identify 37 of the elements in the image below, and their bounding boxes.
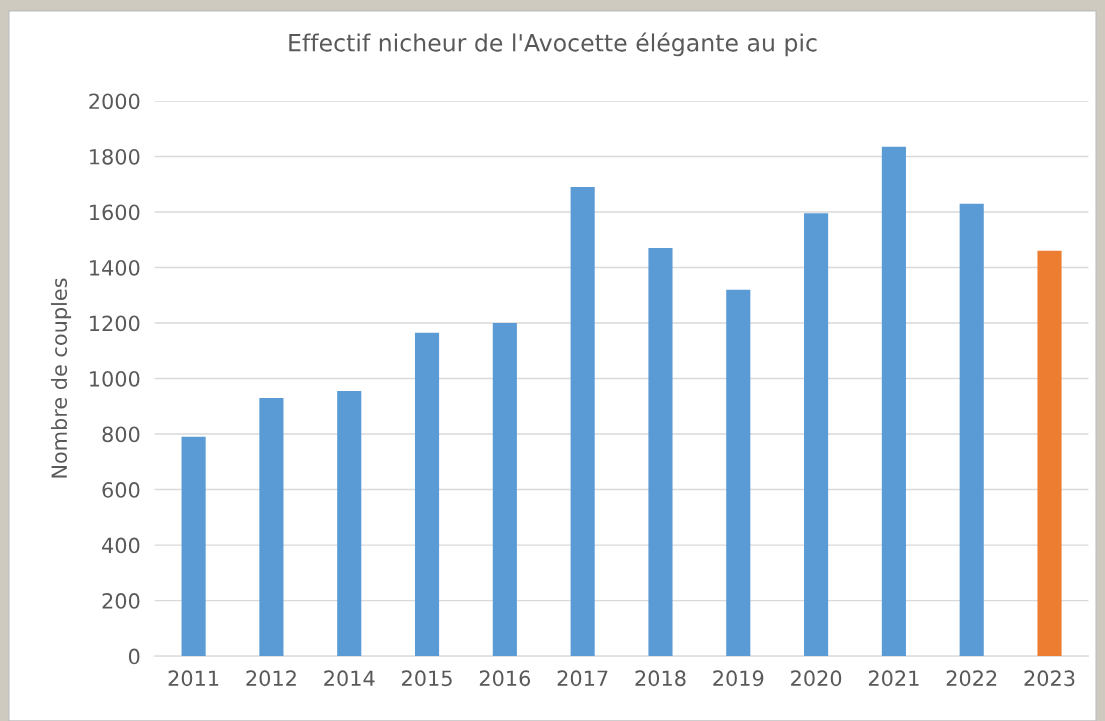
y-tick-label: 1800 — [90, 148, 140, 165]
bar — [337, 391, 362, 657]
x-tick-label: 2016 — [479, 670, 531, 687]
x-tick-label: 2022 — [946, 670, 997, 687]
bar — [181, 436, 206, 657]
x-tick-label: 2023 — [1024, 670, 1075, 687]
bar — [648, 248, 673, 657]
x-tick-label: 2012 — [246, 670, 296, 687]
bar — [804, 213, 829, 657]
bar — [726, 289, 751, 657]
bar — [959, 203, 984, 657]
x-tick-label: 2020 — [791, 670, 842, 687]
y-tick-label: 2000 — [89, 93, 140, 110]
x-tick-label: 2017 — [557, 670, 608, 687]
bar — [492, 323, 517, 657]
bar — [259, 397, 284, 657]
bar — [1037, 250, 1062, 657]
y-tick-label: 1400 — [90, 259, 140, 276]
x-tick-label: 2015 — [402, 670, 452, 687]
y-axis-title: Nombre de couples — [50, 278, 72, 478]
y-tick-label: 400 — [102, 537, 140, 554]
x-tick-label: 2018 — [635, 670, 686, 687]
bar — [414, 332, 440, 657]
y-tick-label: 600 — [102, 482, 140, 498]
x-tick-label: 2014 — [324, 670, 375, 687]
bar — [570, 186, 595, 657]
y-tick-label: 1000 — [90, 370, 140, 387]
x-tick-label: 2019 — [713, 670, 764, 687]
bar — [881, 146, 906, 657]
chart-title: Effectif nicheur de l'Avocette élégante au pic — [289, 32, 817, 57]
y-tick-label: 0 — [128, 648, 140, 665]
y-tick-label: 200 — [102, 593, 140, 609]
y-tick-label: 1600 — [90, 204, 140, 221]
y-tick-label: 800 — [102, 426, 140, 443]
y-tick-label: 1200 — [90, 315, 140, 332]
x-tick-label: 2021 — [868, 670, 919, 687]
x-tick-label: 2011 — [168, 670, 219, 687]
